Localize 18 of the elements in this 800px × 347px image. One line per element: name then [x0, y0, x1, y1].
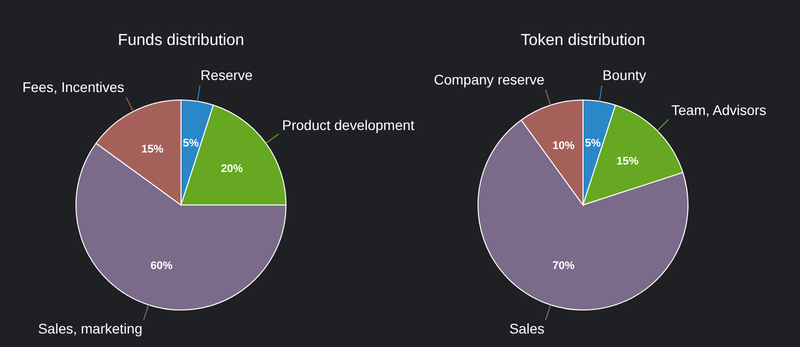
slice-label: Product development — [282, 117, 415, 134]
data-label: 60% — [150, 260, 173, 272]
data-label: 5% — [182, 138, 200, 150]
slice-label: Fees, Incentives — [22, 79, 124, 96]
slice-label: Team, Advisors — [671, 102, 766, 118]
data-label: 5% — [584, 138, 602, 150]
data-label: 20% — [220, 162, 244, 175]
data-label: 15% — [616, 155, 639, 168]
chart-title: Funds distribution — [118, 32, 244, 49]
slice-label: Sales, marketing — [38, 320, 142, 337]
data-label: 15% — [141, 144, 164, 156]
slice-label: Sales — [509, 320, 544, 337]
slice-label: Reserve — [200, 67, 253, 84]
data-label: 70% — [552, 260, 575, 272]
chart-title: Token distribution — [520, 32, 646, 49]
data-label: 10% — [552, 140, 575, 152]
slice-label: Company reserve — [434, 72, 545, 88]
slice-label: Bounty — [602, 67, 646, 84]
